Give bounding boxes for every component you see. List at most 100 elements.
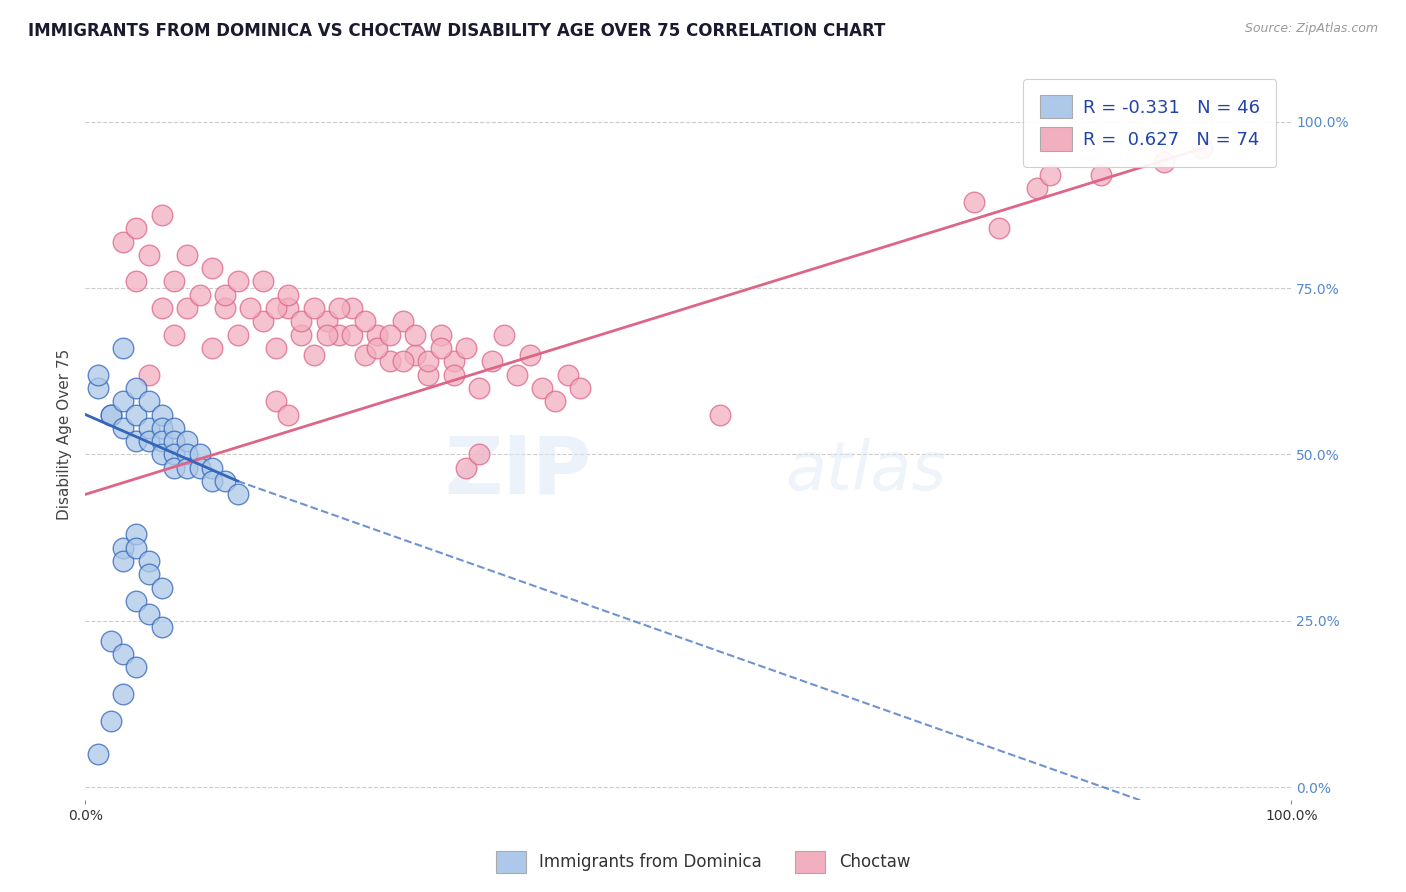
Point (112, 647, 135, 661)
Point (226, 327, 249, 342)
Point (214, 474, 236, 488)
Point (544, 394, 567, 409)
Point (188, 287, 211, 301)
Point (150, 208, 173, 222)
Point (302, 348, 325, 362)
Text: ZIP: ZIP (444, 432, 592, 510)
Point (1153, 154, 1175, 169)
Point (264, 301, 287, 315)
Point (214, 287, 236, 301)
Point (519, 348, 541, 362)
Point (531, 381, 554, 395)
Point (138, 421, 160, 435)
Point (150, 408, 173, 422)
Point (125, 660, 148, 674)
Point (494, 327, 516, 342)
Point (87, 747, 110, 761)
Point (340, 327, 363, 342)
Point (1090, 168, 1112, 182)
Point (112, 394, 135, 409)
Point (188, 460, 211, 475)
Point (1026, 181, 1049, 195)
Point (430, 327, 453, 342)
Point (150, 581, 173, 595)
Point (176, 248, 198, 262)
Point (188, 447, 211, 461)
Point (138, 248, 160, 262)
Point (378, 327, 401, 342)
Text: IMMIGRANTS FROM DOMINICA VS CHOCTAW DISABILITY AGE OVER 75 CORRELATION CHART: IMMIGRANTS FROM DOMINICA VS CHOCTAW DISA… (28, 22, 886, 40)
Point (226, 275, 249, 289)
Point (100, 408, 122, 422)
Point (150, 447, 173, 461)
Point (176, 447, 198, 461)
Point (416, 354, 439, 368)
Point (404, 327, 426, 342)
Text: Source: ZipAtlas.com: Source: ZipAtlas.com (1244, 22, 1378, 36)
Point (214, 301, 236, 315)
Point (328, 301, 350, 315)
Point (468, 447, 491, 461)
Point (366, 327, 388, 342)
Point (468, 381, 491, 395)
Point (163, 434, 186, 449)
Point (456, 341, 478, 355)
Point (430, 341, 453, 355)
Point (443, 354, 465, 368)
Point (226, 487, 249, 501)
Point (277, 408, 299, 422)
Legend: R = -0.331   N = 46, R =  0.627   N = 74: R = -0.331 N = 46, R = 0.627 N = 74 (1024, 79, 1277, 167)
Y-axis label: Disability Age Over 75: Disability Age Over 75 (58, 349, 72, 520)
Point (138, 607, 160, 622)
Point (201, 261, 224, 276)
Point (315, 327, 337, 342)
Point (138, 394, 160, 409)
Point (138, 368, 160, 382)
Point (125, 594, 148, 608)
Point (239, 301, 262, 315)
Point (150, 421, 173, 435)
Point (150, 301, 173, 315)
Point (112, 421, 135, 435)
Point (416, 368, 439, 382)
Point (138, 554, 160, 568)
Point (391, 314, 413, 328)
Point (138, 567, 160, 582)
Point (290, 314, 312, 328)
Point (963, 194, 986, 209)
Point (481, 354, 503, 368)
Point (302, 301, 325, 315)
Point (138, 434, 160, 449)
Point (366, 341, 388, 355)
Point (709, 408, 731, 422)
Legend: Immigrants from Dominica, Choctaw: Immigrants from Dominica, Choctaw (489, 845, 917, 880)
Point (201, 341, 224, 355)
Point (125, 275, 148, 289)
Point (201, 460, 224, 475)
Point (150, 434, 173, 449)
Point (557, 368, 579, 382)
Point (176, 460, 198, 475)
Text: atlas: atlas (785, 438, 946, 504)
Point (150, 620, 173, 634)
Point (87, 368, 110, 382)
Point (112, 235, 135, 249)
Point (163, 447, 186, 461)
Point (100, 633, 122, 648)
Point (252, 275, 274, 289)
Point (340, 301, 363, 315)
Point (163, 275, 186, 289)
Point (404, 348, 426, 362)
Point (125, 408, 148, 422)
Point (176, 301, 198, 315)
Point (1191, 141, 1213, 155)
Point (264, 341, 287, 355)
Point (87, 381, 110, 395)
Point (100, 408, 122, 422)
Point (112, 541, 135, 555)
Point (315, 314, 337, 328)
Point (201, 474, 224, 488)
Point (125, 221, 148, 235)
Point (264, 394, 287, 409)
Point (163, 327, 186, 342)
